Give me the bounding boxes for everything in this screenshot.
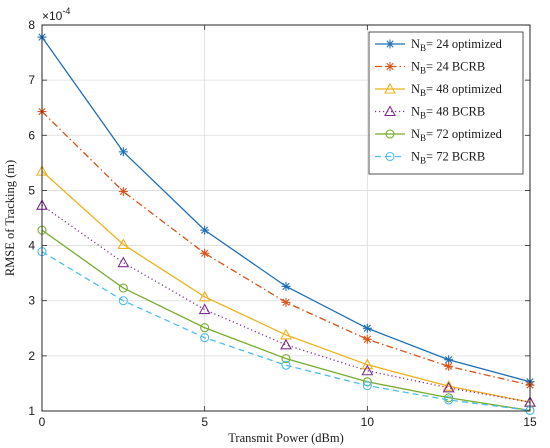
series-0-point bbox=[200, 225, 210, 235]
series-4-point bbox=[444, 393, 454, 403]
legend-swatch-marker bbox=[385, 39, 395, 49]
series-0-point bbox=[118, 147, 128, 157]
series-line-2 bbox=[41, 170, 531, 403]
series-5-point bbox=[281, 360, 291, 370]
x-axis-label: Transmit Power (dBm) bbox=[228, 431, 344, 445]
legend-label-rest: = 72 optimized bbox=[426, 127, 503, 141]
y-tick-label: 8 bbox=[28, 18, 35, 32]
legend-label-rest: = 24 optimized bbox=[426, 37, 503, 51]
x-tick-label: 5 bbox=[201, 415, 208, 429]
legend-label-main: N bbox=[411, 105, 420, 119]
series-2-point bbox=[117, 238, 130, 250]
series-0-point bbox=[362, 323, 372, 333]
legend-label: NB= 72 BCRB bbox=[411, 150, 485, 166]
legend-label: NB= 48 BCRB bbox=[411, 105, 485, 121]
series-4-point bbox=[200, 323, 210, 333]
series-line-4 bbox=[41, 229, 531, 412]
series-4-point bbox=[118, 283, 128, 293]
y-tick-label: 6 bbox=[28, 128, 35, 142]
legend-label-sub: B bbox=[420, 111, 426, 121]
legend-swatch-marker bbox=[385, 129, 395, 139]
legend-label-main: N bbox=[411, 82, 420, 96]
series-line-5 bbox=[41, 251, 531, 412]
x-tick-label: 15 bbox=[523, 415, 537, 429]
series-3-point bbox=[198, 303, 211, 315]
legend-label-rest: = 48 optimized bbox=[426, 82, 503, 96]
y-tick-label: 5 bbox=[28, 183, 35, 197]
x-tick-label: 0 bbox=[39, 415, 46, 429]
y-tick-label: 1 bbox=[28, 404, 35, 418]
y-tick-label: 2 bbox=[28, 349, 35, 363]
tick-marks bbox=[41, 24, 531, 412]
legend-entry-2: NB= 48 optimized bbox=[375, 82, 503, 98]
y-tick-label: 3 bbox=[28, 294, 35, 308]
legend-label-main: N bbox=[411, 37, 420, 51]
legend-label: NB= 24 optimized bbox=[411, 37, 503, 53]
plot-frame bbox=[41, 24, 531, 412]
y-exponent-label: ×10-4 bbox=[42, 6, 70, 23]
series-1-point bbox=[281, 297, 291, 307]
series-3-point bbox=[280, 338, 292, 350]
legend-label-main: N bbox=[411, 127, 420, 141]
legend-entry-1: NB= 24 BCRB bbox=[375, 60, 485, 76]
y-exponent-power: -4 bbox=[62, 6, 70, 16]
series-2-point bbox=[361, 358, 374, 370]
legend-entry-0: NB= 24 optimized bbox=[375, 37, 503, 53]
series-5-point bbox=[362, 381, 372, 391]
legend-swatch-marker bbox=[384, 82, 396, 94]
y-exponent-base: ×10 bbox=[42, 9, 63, 23]
legend-label: NB= 48 optimized bbox=[411, 82, 503, 98]
legend-swatch-marker bbox=[384, 105, 396, 117]
series-0-point bbox=[281, 281, 291, 291]
legend-label-rest: = 72 BCRB bbox=[426, 150, 485, 164]
series-3 bbox=[36, 199, 536, 407]
legend-label-main: N bbox=[411, 150, 420, 164]
legend-label-sub: B bbox=[420, 88, 426, 98]
legend-swatch-marker bbox=[385, 62, 395, 71]
legend-label-sub: B bbox=[420, 43, 426, 53]
legend-swatch-marker bbox=[385, 151, 395, 162]
series-1-point bbox=[118, 187, 128, 197]
series-2-point bbox=[198, 290, 211, 302]
legend-label-rest: = 48 BCRB bbox=[426, 105, 485, 119]
x-tick-label: 10 bbox=[361, 415, 375, 429]
legend-label-sub: B bbox=[420, 133, 426, 143]
series-2-point bbox=[442, 380, 455, 391]
legend-entry-5: NB= 72 BCRB bbox=[375, 150, 485, 166]
series-5-point bbox=[118, 296, 128, 306]
legend-label-main: N bbox=[411, 60, 420, 74]
series-1-point bbox=[444, 361, 454, 371]
series-layer bbox=[36, 32, 536, 415]
legend-label-sub: B bbox=[420, 156, 426, 166]
y-tick-label: 7 bbox=[28, 73, 35, 87]
series-5-point bbox=[444, 395, 454, 405]
y-axis-label: RMSE of Tracking (m) bbox=[3, 160, 17, 276]
series-5-point bbox=[200, 333, 210, 343]
series-3-point bbox=[361, 364, 374, 376]
legend-label: NB= 24 BCRB bbox=[411, 60, 485, 76]
legend-entry-3: NB= 48 BCRB bbox=[375, 105, 485, 121]
series-3-point bbox=[117, 256, 130, 268]
series-4-point bbox=[281, 354, 291, 364]
legend-entry-4: NB= 72 optimized bbox=[375, 127, 503, 143]
tick-labels: 0 5 10 15 1 2 3 4 5 6 7 8 bbox=[28, 18, 537, 429]
legend-label-sub: B bbox=[420, 66, 426, 76]
series-1-point bbox=[200, 248, 210, 258]
y-tick-label: 4 bbox=[28, 239, 35, 253]
legend-label: NB= 72 optimized bbox=[411, 127, 503, 143]
legend-box bbox=[368, 31, 524, 175]
series-3-point bbox=[442, 381, 455, 393]
series-1-point bbox=[362, 334, 372, 344]
legend-label-rest: = 24 BCRB bbox=[426, 60, 485, 74]
